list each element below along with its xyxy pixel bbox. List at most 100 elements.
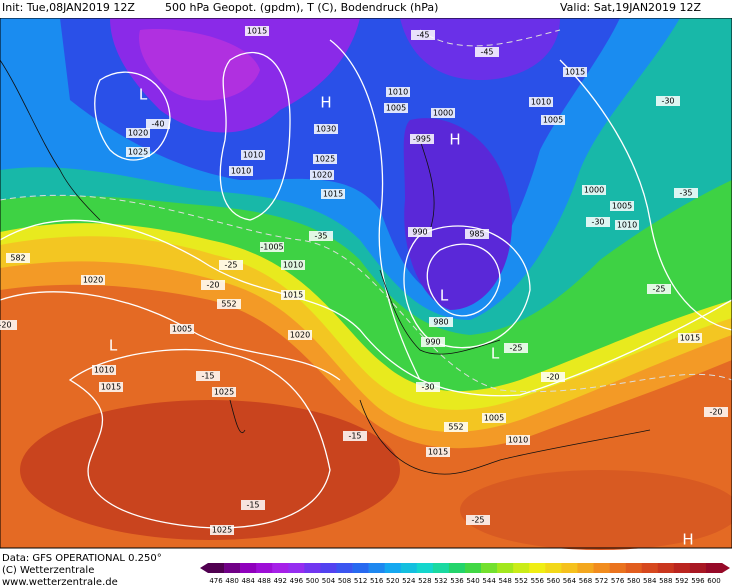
colorbar-cell [256, 563, 273, 573]
colorbar-cell [304, 563, 321, 573]
colorbar-tick-label: 580 [627, 577, 640, 585]
label-box [582, 185, 606, 195]
colorbar-cell [481, 563, 498, 573]
colorbar-cell [625, 563, 642, 573]
contour-label: 1005 [386, 104, 406, 113]
label-box [343, 431, 367, 441]
label-box [647, 284, 671, 294]
label-box [444, 422, 468, 432]
contour-label: 1005 [612, 202, 632, 211]
label-box [310, 170, 334, 180]
colorbar-arrow-left [200, 563, 208, 573]
contour-label: 1010 [283, 261, 303, 270]
colorbar-tick-label: 596 [691, 577, 705, 585]
contour-label: -45 [480, 48, 493, 57]
colorbar-tick-label: 528 [418, 577, 431, 585]
contour-label: 1000 [433, 109, 453, 118]
label-box [219, 260, 243, 270]
contour-label: -35 [314, 232, 327, 241]
label-box [615, 220, 639, 230]
label-box [431, 108, 455, 118]
contour-label: 1010 [531, 98, 551, 107]
contour-label: -35 [679, 189, 692, 198]
colorbar-cell [545, 563, 562, 573]
contour-label: 1030 [316, 125, 336, 134]
product-text: 500 hPa Geopot. (gpdm), T (C), Bodendruc… [165, 1, 438, 14]
label-box [126, 147, 150, 157]
label-box [210, 525, 234, 535]
colorbar-tick-label: 568 [579, 577, 592, 585]
colorbar-tick-label: 548 [498, 577, 511, 585]
contour-label: 1025 [315, 155, 335, 164]
label-box [313, 154, 337, 164]
label-box [563, 67, 587, 77]
label-box [281, 290, 305, 300]
label-box [92, 365, 116, 375]
colorbar-tick-label: 476 [209, 577, 223, 585]
colorbar-cell [272, 563, 289, 573]
label-box [170, 324, 194, 334]
colorbar-cell [657, 563, 675, 573]
colorbar-tick-label: 512 [354, 577, 367, 585]
label-box [482, 413, 506, 423]
colorbar-cell [352, 563, 369, 573]
label-box [241, 500, 265, 510]
label-box [411, 30, 435, 40]
colorbar-cell [224, 563, 241, 573]
colorbar-tick-label: 600 [707, 577, 720, 585]
data-source: Data: GFS OPERATIONAL 0.250° [2, 553, 162, 564]
colorbar-tick-label: 564 [563, 577, 577, 585]
label-box [465, 229, 489, 239]
contour-label: 1000 [584, 186, 604, 195]
label-box [475, 47, 499, 57]
contour-label: -25 [471, 516, 484, 525]
website: www.wetterzentrale.de [2, 577, 118, 587]
colorbar-cell [432, 563, 450, 573]
contour-label: -30 [661, 97, 674, 106]
init-text: Init: Tue,08JAN2019 12Z [2, 1, 135, 14]
label-box [146, 119, 170, 129]
contour-label: 552 [448, 423, 463, 432]
contour-label: 1020 [290, 331, 310, 340]
colorbar-cell [609, 563, 626, 573]
colorbar-tick-label: 504 [322, 577, 336, 585]
label-box [466, 515, 490, 525]
valid-text: Valid: Sat,19JAN2019 12Z [560, 1, 702, 14]
colorbar-tick-label: 508 [338, 577, 351, 585]
label-box [421, 337, 445, 347]
label-box [245, 26, 269, 36]
pressure-center: H [320, 94, 331, 112]
label-box [429, 317, 453, 327]
contour-label: 980 [433, 318, 448, 327]
label-box [196, 371, 220, 381]
contour-label: -20 [206, 281, 219, 290]
colorbar-tick-label: 488 [258, 577, 271, 585]
colorbar-cell [641, 563, 659, 573]
label-box [656, 96, 680, 106]
label-box [217, 299, 241, 309]
colorbar-cell [448, 563, 466, 573]
label-box [586, 217, 610, 227]
contour-label: 1015 [565, 68, 585, 77]
contour-label: 1015 [680, 334, 700, 343]
contour-label: -40 [151, 120, 164, 129]
contour-label: 1005 [172, 325, 192, 334]
contour-label: 1015 [247, 27, 267, 36]
colorbar-cell [673, 563, 691, 573]
contour-label: 1010 [231, 167, 251, 176]
colorbar-arrow-right [722, 563, 730, 573]
contour-label: 1025 [128, 148, 148, 157]
contour-label: 582 [10, 254, 25, 263]
contour-label: 1005 [543, 116, 563, 125]
pressure-center: L [491, 345, 500, 363]
label-box [126, 128, 150, 138]
contour-label: 1010 [508, 436, 528, 445]
colorbar-tick-label: 520 [386, 577, 399, 585]
contour-label: -15 [246, 501, 259, 510]
colorbar-tick-label: 524 [402, 577, 416, 585]
label-box [201, 280, 225, 290]
contour-label: 1025 [212, 526, 232, 535]
contour-label: -15 [348, 432, 361, 441]
